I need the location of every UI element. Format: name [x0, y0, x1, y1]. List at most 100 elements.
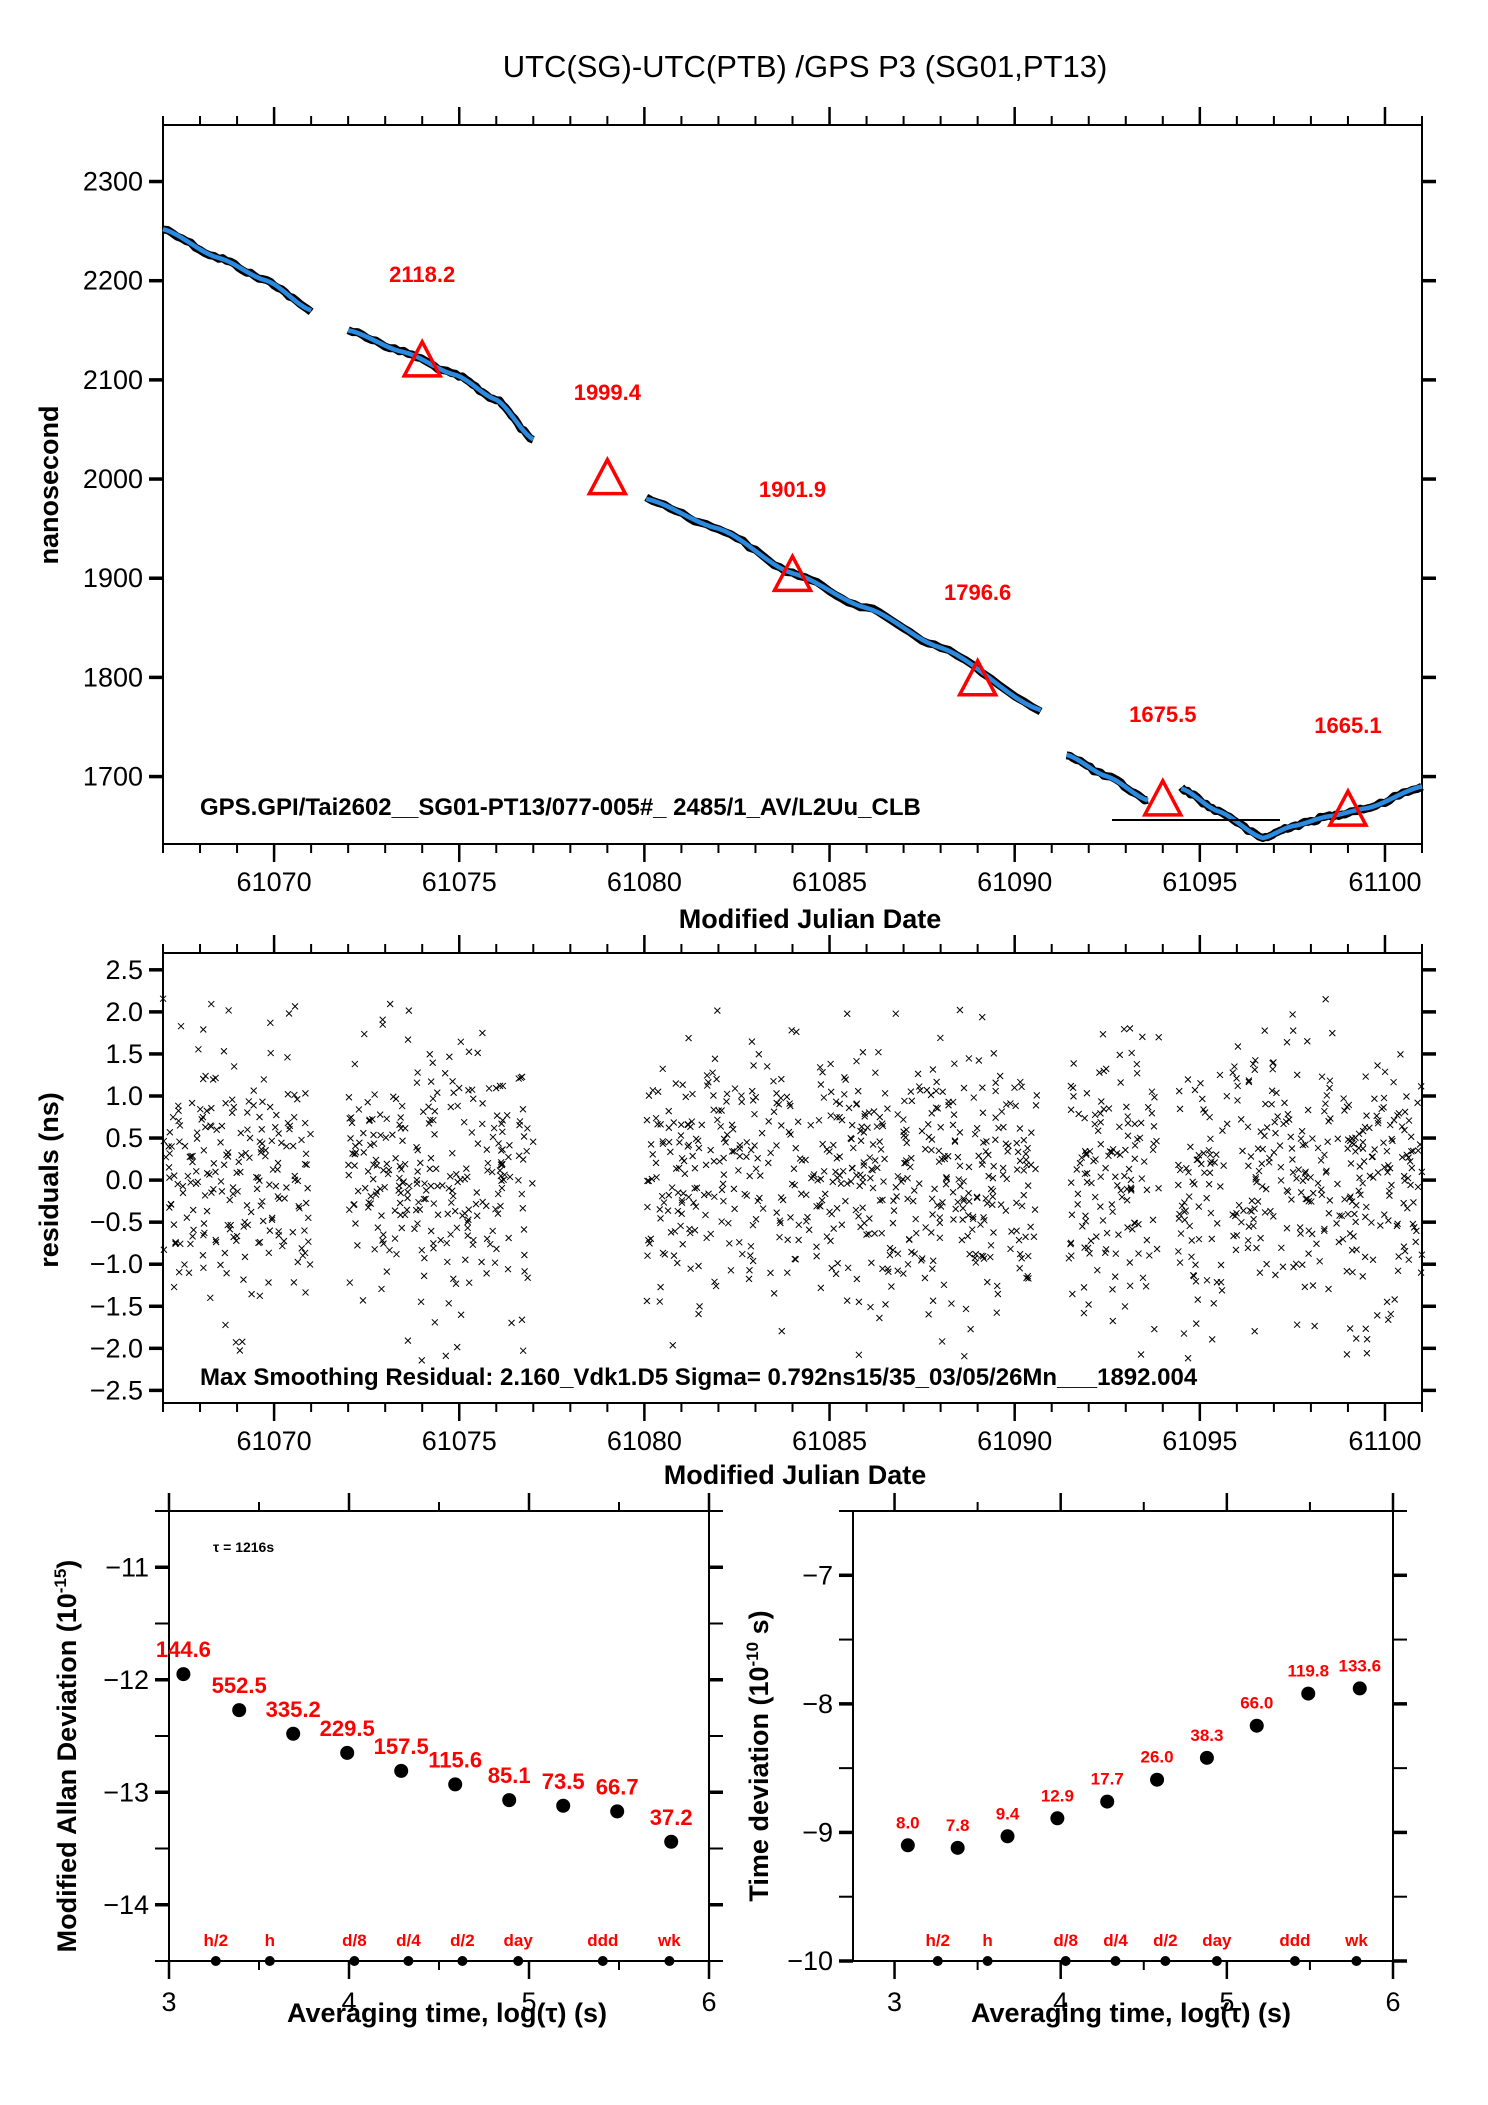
residual-point: [207, 1000, 215, 1008]
residual-point: [1346, 1194, 1354, 1202]
residual-point: [750, 1062, 757, 1069]
residual-point: [464, 1232, 472, 1239]
y-tick-label: −10: [787, 1946, 833, 1976]
residual-point: [259, 1098, 266, 1106]
residual-point: [451, 1207, 459, 1215]
deviation-point-label: 73.5: [542, 1769, 585, 1794]
residual-point: [823, 1233, 831, 1240]
residual-point: [1305, 1197, 1313, 1205]
residual-point: [1075, 1110, 1083, 1118]
residual-point: [230, 1103, 238, 1111]
residual-point: [725, 1240, 733, 1247]
residual-point: [498, 1120, 505, 1128]
residual-point: [864, 1124, 871, 1131]
residual-point: [1359, 1138, 1367, 1146]
residual-point: [929, 1257, 937, 1265]
x-tick-label: 4: [1053, 1987, 1068, 2017]
residual-point: [652, 1114, 660, 1122]
residual-point: [452, 1280, 460, 1288]
residual-point: [1283, 1038, 1291, 1046]
residual-point: [954, 1153, 962, 1161]
residual-point: [718, 1186, 726, 1194]
residual-point: [373, 1162, 381, 1169]
residual-point: [200, 1146, 208, 1154]
residual-point: [727, 1266, 735, 1274]
residual-point: [889, 1246, 897, 1254]
x-tick-label: 6: [701, 1987, 716, 2017]
residual-point: [1371, 1146, 1378, 1153]
residual-point: [431, 1107, 439, 1115]
residual-point: [1373, 1112, 1381, 1120]
time-marker-dot: [1351, 1956, 1362, 1966]
residual-point: [909, 1197, 917, 1205]
residual-point: [1362, 1325, 1370, 1333]
residual-point: [899, 1175, 907, 1183]
residual-point: [1015, 1236, 1023, 1244]
residual-point: [1135, 1250, 1142, 1257]
residual-point: [1334, 1180, 1341, 1188]
deviation-point-label: 157.5: [374, 1734, 429, 1759]
residual-point: [929, 1297, 937, 1305]
residual-point: [985, 1172, 993, 1180]
residual-point: [351, 1162, 358, 1169]
residual-point: [1289, 1011, 1296, 1018]
residual-point: [266, 1181, 273, 1188]
residual-point: [928, 1109, 936, 1117]
residual-point: [956, 1129, 964, 1136]
residual-point: [951, 1137, 959, 1144]
residual-point: [519, 1347, 527, 1355]
residual-point: [1031, 1206, 1039, 1213]
deviation-point: [1150, 1772, 1165, 1787]
residual-point: [195, 1045, 202, 1053]
residual-point: [1020, 1136, 1028, 1144]
residual-point: [1305, 1250, 1312, 1257]
residual-point: [758, 1129, 766, 1137]
residual-point: [928, 1195, 936, 1203]
residual-point: [1355, 1187, 1363, 1195]
deviation-point-label: 12.9: [1041, 1786, 1074, 1805]
residual-point: [1223, 1120, 1231, 1128]
residual-point: [1316, 1257, 1324, 1265]
residual-point: [202, 1123, 209, 1131]
residual-point: [695, 1262, 702, 1270]
residual-point: [817, 1081, 825, 1088]
residual-point: [644, 1203, 651, 1211]
residual-point: [378, 1212, 385, 1220]
residual-point: [1272, 1129, 1279, 1137]
residual-point: [503, 1111, 511, 1119]
residual-point: [1178, 1202, 1186, 1210]
residual-point: [179, 1182, 187, 1190]
residual-point: [474, 1049, 482, 1057]
residual-point: [992, 1114, 999, 1121]
residual-point: [257, 1202, 265, 1210]
residual-point: [1234, 1082, 1242, 1090]
residual-point: [472, 1200, 480, 1208]
residual-point: [956, 1182, 964, 1190]
residual-point: [711, 1278, 718, 1286]
residual-point: [289, 1142, 297, 1150]
deviation-point: [610, 1804, 625, 1819]
residual-point: [1091, 1111, 1099, 1119]
residual-point: [298, 1245, 306, 1252]
residual-point: [1065, 1254, 1073, 1262]
residual-point: [453, 1343, 461, 1351]
residual-point: [884, 1105, 891, 1112]
residual-point: [1346, 1325, 1354, 1332]
residual-point: [365, 1199, 373, 1206]
residual-point: [453, 1224, 461, 1232]
residual-point: [1016, 1125, 1024, 1132]
allan-deviation-panel: 3 4 5 6−14−13−12−11144.6552.5335.2229.5157.…: [51, 1493, 723, 2028]
residual-point: [296, 1204, 303, 1212]
residual-point: [795, 1236, 802, 1244]
residual-point: [303, 1161, 310, 1169]
residual-point: [836, 1153, 844, 1160]
residual-point: [783, 1269, 791, 1277]
residual-point: [657, 1121, 664, 1128]
residual-point: [504, 1265, 512, 1273]
residual-point: [1373, 1312, 1381, 1319]
residual-point: [657, 1215, 664, 1222]
residual-point: [1194, 1156, 1202, 1163]
residual-point: [257, 1149, 265, 1156]
residual-point: [450, 1089, 457, 1097]
residual-point: [1365, 1124, 1373, 1132]
